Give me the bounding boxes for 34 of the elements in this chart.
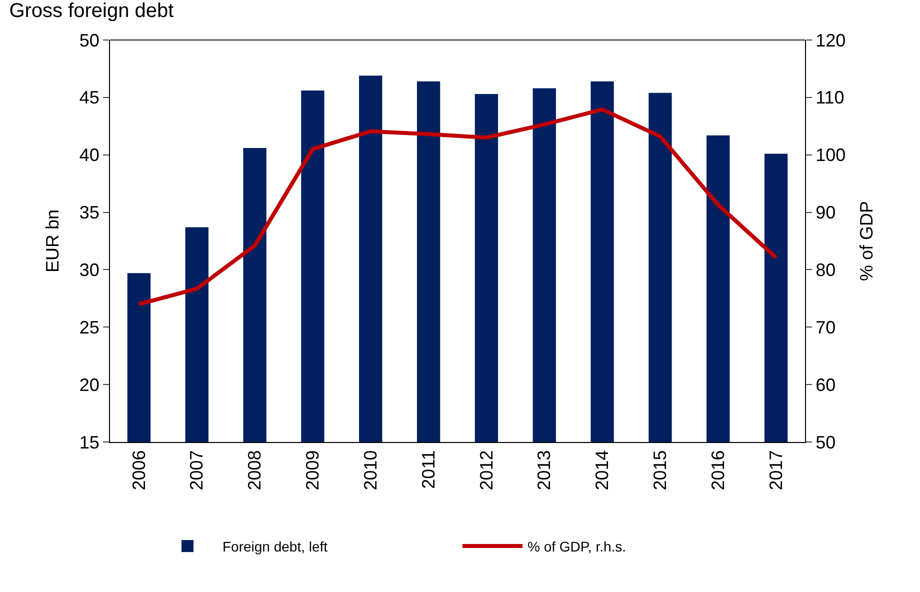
y-tick-label: 30 bbox=[79, 260, 100, 280]
x-tick-label: 2011 bbox=[418, 450, 438, 489]
x-tick-label: 2010 bbox=[360, 450, 380, 490]
legend-label: Foreign debt, left bbox=[222, 538, 328, 554]
y2-tick-label: 120 bbox=[816, 30, 846, 50]
chart-title: Gross foreign debt bbox=[9, 0, 174, 22]
y2-tick-label: 100 bbox=[816, 145, 846, 166]
y-tick-label: 35 bbox=[79, 202, 100, 223]
x-tick-label: 2016 bbox=[708, 450, 728, 490]
x-tick-label: 2013 bbox=[534, 450, 554, 490]
y-tick-label: 45 bbox=[79, 88, 100, 108]
legend-label: % of GDP, r.h.s. bbox=[528, 538, 626, 554]
y2-tick-label: 70 bbox=[816, 317, 836, 338]
y2-tick-label: 90 bbox=[816, 202, 836, 223]
y2-tick-label: 110 bbox=[816, 88, 844, 108]
y2-tick-label: 80 bbox=[816, 260, 836, 280]
y2-tick-label: 50 bbox=[816, 432, 836, 452]
x-tick-label: 2006 bbox=[128, 450, 149, 490]
x-tick-label: 2008 bbox=[244, 450, 265, 490]
line-series bbox=[136, 107, 778, 306]
x-tick-label: 2015 bbox=[650, 450, 670, 490]
y-tick-label: 25 bbox=[79, 317, 100, 338]
y2-axis-title: % of GDP bbox=[856, 200, 877, 282]
y-tick-label: 40 bbox=[79, 145, 100, 166]
y-axis-title: EUR bn bbox=[42, 209, 63, 273]
x-tick-label: 2007 bbox=[186, 450, 207, 490]
x-tick-label: 2009 bbox=[302, 450, 323, 490]
y-tick-label: 50 bbox=[79, 30, 100, 50]
x-tick-label: 2017 bbox=[766, 450, 786, 490]
y2-tick-label: 60 bbox=[816, 374, 836, 395]
y-tick-label: 20 bbox=[79, 374, 100, 395]
x-tick-label: 2014 bbox=[592, 450, 612, 490]
x-tick-label: 2012 bbox=[476, 450, 496, 490]
y-tick-label: 15 bbox=[79, 432, 100, 452]
